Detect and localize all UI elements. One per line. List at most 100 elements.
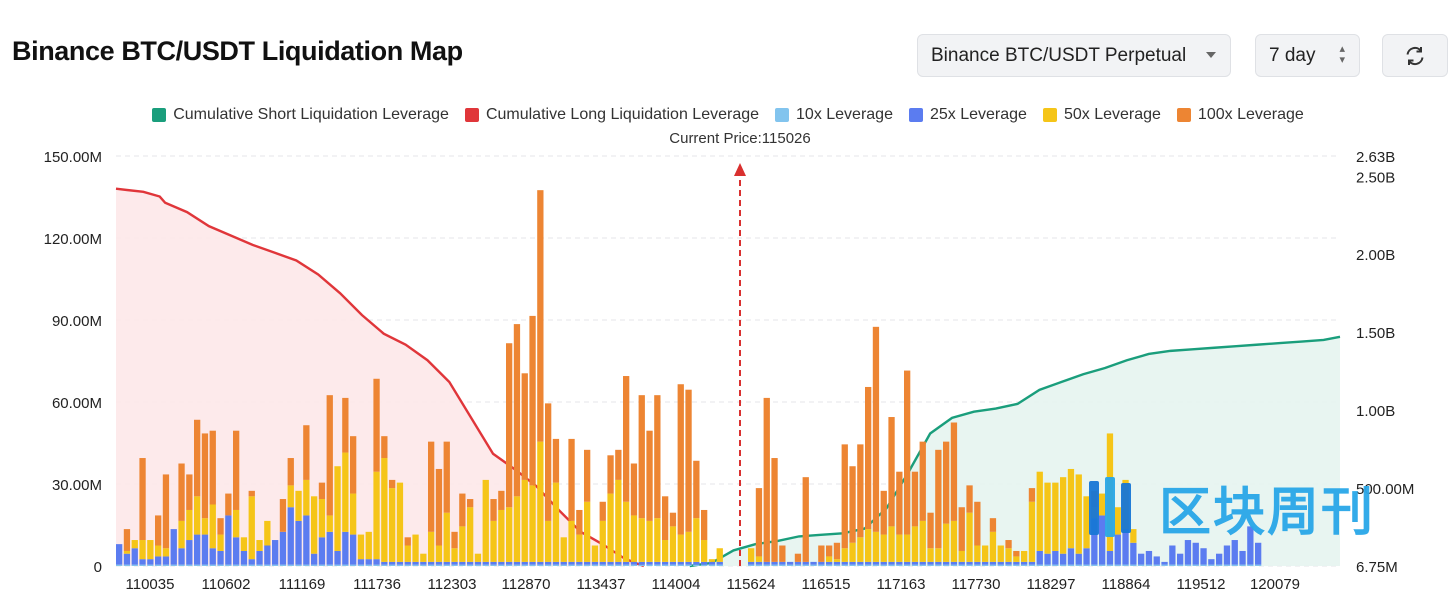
long-bar-segment bbox=[342, 397, 349, 453]
short-bar-segment bbox=[958, 561, 965, 565]
x-tick-label: 116515 bbox=[802, 576, 851, 593]
short-bar-segment bbox=[1247, 526, 1254, 565]
y-right-tick-label: 1.00B bbox=[1356, 403, 1395, 420]
long-bar-segment bbox=[412, 561, 419, 565]
long-bar-segment bbox=[521, 479, 528, 562]
long-bar-segment bbox=[701, 564, 708, 566]
long-bar-segment bbox=[264, 545, 271, 565]
long-bar-segment bbox=[443, 441, 450, 513]
long-bar-segment bbox=[701, 540, 708, 562]
chart-legend: Cumulative Short Liquidation Leverage Cum… bbox=[0, 106, 1456, 124]
legend-swatch bbox=[775, 108, 790, 122]
long-bar-segment bbox=[662, 564, 669, 566]
long-bar-segment bbox=[537, 441, 544, 562]
short-bar-segment bbox=[1060, 553, 1067, 565]
short-bar-segment bbox=[1028, 564, 1036, 566]
legend-item[interactable]: 50x Leverage bbox=[1042, 106, 1161, 124]
long-bar-segment bbox=[396, 561, 404, 565]
short-bar-segment bbox=[911, 561, 919, 565]
long-bar-segment bbox=[311, 564, 318, 566]
long-bar-segment bbox=[318, 482, 326, 500]
short-bar-segment bbox=[1231, 540, 1238, 565]
current-price-label: Current Price:115026 bbox=[669, 130, 811, 147]
short-bar-segment bbox=[1231, 564, 1238, 566]
long-bar-segment bbox=[404, 545, 411, 562]
long-bar-segment bbox=[716, 561, 723, 565]
long-bar-segment bbox=[186, 540, 193, 565]
long-bar-segment bbox=[334, 564, 341, 566]
long-bar-segment bbox=[599, 501, 606, 521]
short-bar-segment bbox=[1138, 553, 1145, 565]
long-bar-segment bbox=[490, 561, 497, 565]
short-bar-segment bbox=[1044, 564, 1051, 566]
refresh-button[interactable] bbox=[1382, 34, 1448, 77]
short-bar-segment bbox=[779, 545, 786, 562]
long-bar-segment bbox=[412, 564, 419, 566]
long-bar-segment bbox=[646, 561, 653, 565]
short-bar-segment bbox=[982, 564, 989, 566]
short-bar-segment bbox=[1075, 564, 1082, 566]
long-bar-segment bbox=[318, 537, 326, 565]
long-bar-segment bbox=[435, 545, 443, 562]
short-bar-segment bbox=[950, 520, 958, 562]
long-bar-segment bbox=[599, 561, 606, 565]
long-bar-segment bbox=[513, 324, 521, 497]
x-tick-label: 112870 bbox=[502, 576, 551, 593]
legend-item[interactable]: 10x Leverage bbox=[775, 106, 893, 124]
short-bar-segment bbox=[818, 561, 825, 565]
long-bar-segment bbox=[701, 561, 708, 565]
short-bar-segment bbox=[880, 490, 887, 535]
legend-item[interactable]: Cumulative Long Liquidation Leverage bbox=[464, 106, 759, 124]
short-bar-segment bbox=[1161, 564, 1168, 566]
long-bar-segment bbox=[584, 449, 591, 502]
legend-item[interactable]: Cumulative Short Liquidation Leverage bbox=[152, 106, 449, 124]
long-bar-segment bbox=[139, 564, 146, 566]
legend-item[interactable]: 100x Leverage bbox=[1176, 106, 1304, 124]
long-bar-segment bbox=[623, 564, 630, 566]
short-bar-segment bbox=[833, 542, 841, 560]
long-bar-segment bbox=[498, 490, 505, 510]
short-bar-segment bbox=[802, 477, 809, 562]
short-bar-segment bbox=[1255, 542, 1262, 565]
short-cumulative-line bbox=[689, 335, 1341, 568]
long-bar-segment bbox=[420, 564, 427, 566]
range-select[interactable]: 7 day ▴ ▾ bbox=[1255, 34, 1360, 77]
y-right-tick-label: 1.50B bbox=[1356, 325, 1395, 342]
y-left-tick-label: 150.00M bbox=[44, 149, 102, 166]
short-bar-segment bbox=[958, 564, 965, 566]
y-left-tick-label: 120.00M bbox=[44, 231, 102, 248]
short-bar-segment bbox=[1114, 564, 1121, 566]
long-bar-segment bbox=[537, 561, 544, 565]
short-bar-segment bbox=[841, 548, 848, 562]
long-bar-segment bbox=[693, 460, 700, 519]
short-bar-segment bbox=[1192, 542, 1199, 565]
pair-select-value: Binance BTC/USDT Perpetual bbox=[931, 44, 1187, 66]
long-bar-segment bbox=[451, 564, 458, 566]
short-bar-segment bbox=[802, 561, 809, 565]
long-bar-segment bbox=[677, 564, 684, 566]
long-bar-segment bbox=[147, 564, 154, 566]
long-bar-segment bbox=[428, 531, 435, 562]
long-bar-segment bbox=[326, 531, 333, 565]
long-bar-segment bbox=[311, 496, 318, 554]
long-bar-segment bbox=[155, 515, 162, 546]
short-bar-segment bbox=[1247, 564, 1254, 566]
short-bar-segment bbox=[943, 564, 950, 566]
long-bar-segment bbox=[513, 564, 521, 566]
long-bar-segment bbox=[443, 512, 450, 562]
x-tick-label: 111736 bbox=[353, 576, 401, 593]
short-bar-segment bbox=[1075, 553, 1082, 565]
long-bar-segment bbox=[209, 504, 216, 549]
short-bar-segment bbox=[1177, 553, 1184, 565]
pair-select[interactable]: Binance BTC/USDT Perpetual bbox=[917, 34, 1231, 77]
short-bar-segment bbox=[826, 561, 833, 565]
legend-item[interactable]: 25x Leverage bbox=[908, 106, 1027, 124]
long-bar-segment bbox=[646, 520, 653, 562]
x-tick-label: 120079 bbox=[1250, 576, 1300, 593]
short-cumulative-area bbox=[689, 336, 1340, 566]
short-bar-segment bbox=[1153, 556, 1160, 565]
short-bar-segment bbox=[841, 561, 848, 565]
long-bar-segment bbox=[365, 564, 372, 566]
long-bar-segment bbox=[404, 564, 411, 566]
long-bar-segment bbox=[685, 531, 692, 562]
